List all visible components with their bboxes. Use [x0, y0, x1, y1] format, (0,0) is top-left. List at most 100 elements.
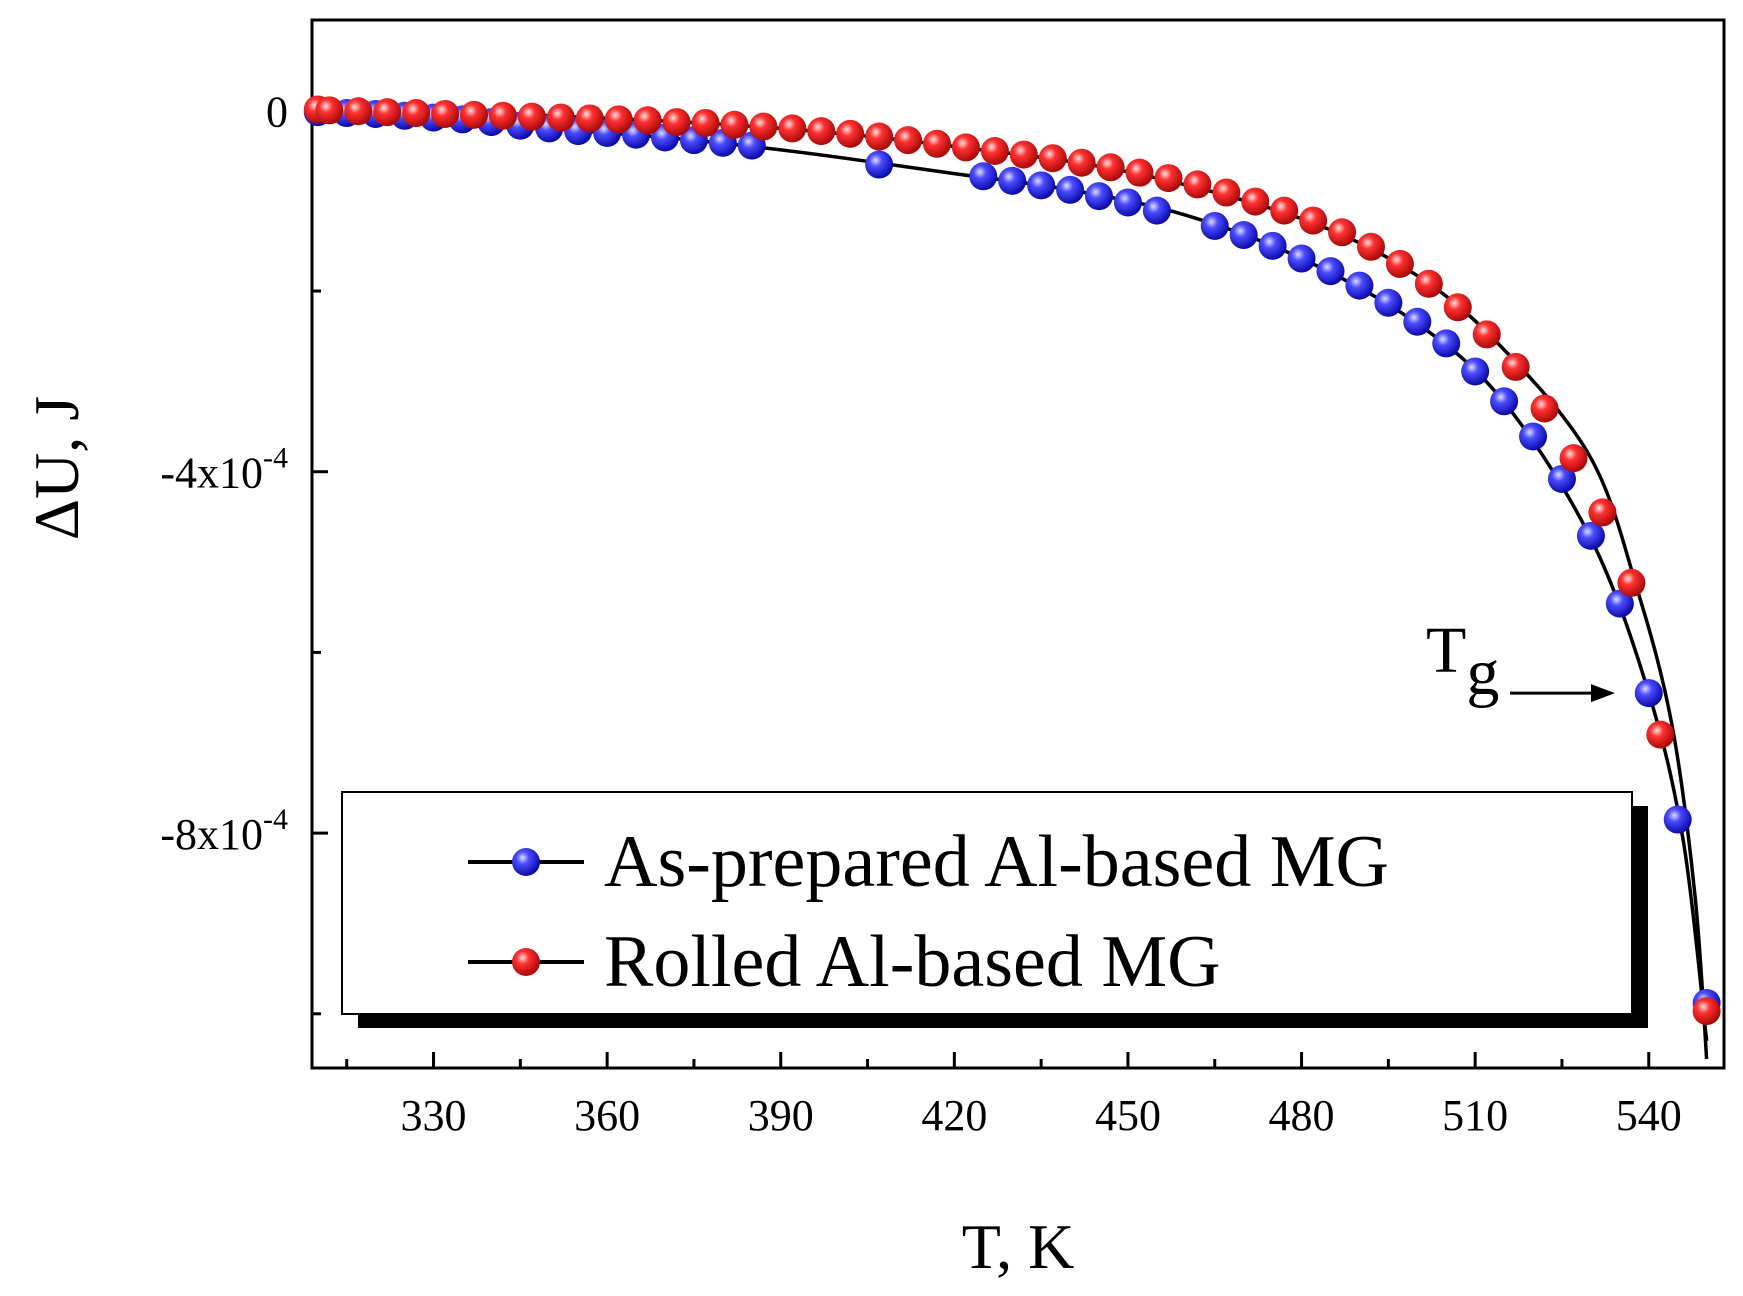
rolled-point: [1009, 140, 1038, 169]
legend-box: [341, 791, 1633, 1015]
rolled-point: [315, 96, 344, 125]
y-tick-label: -8x10-4: [160, 803, 288, 859]
as-prepared-point: [1229, 221, 1258, 250]
plot-frame: [310, 18, 1726, 1070]
rolled-point: [1559, 444, 1588, 473]
rolled-point: [1241, 187, 1270, 216]
legend-marker-1: [512, 848, 540, 876]
as-prepared-point: [1085, 182, 1114, 211]
tg-label-main: T: [1426, 614, 1466, 687]
rolled-point: [1212, 178, 1241, 207]
rolled-point: [1067, 148, 1096, 177]
as-prepared-point: [1432, 329, 1461, 358]
rolled-point: [865, 122, 894, 151]
tg-annotation: Tg: [1426, 614, 1615, 709]
rolled-point: [1183, 170, 1212, 199]
rolled-point: [1125, 158, 1154, 187]
rolled-point: [749, 112, 778, 141]
x-tick-label: 480: [1269, 1091, 1335, 1140]
rolled-point: [344, 97, 373, 126]
y-tick-label: -4x10-4: [160, 442, 288, 498]
rolled-point: [922, 129, 951, 158]
rolled-point: [1385, 249, 1414, 278]
legend-marker-2: [512, 948, 540, 976]
as-prepared-point: [1605, 589, 1634, 618]
x-tick-label: 510: [1442, 1091, 1508, 1140]
as-prepared-point: [1316, 257, 1345, 286]
legend-label-1: As-prepared Al-based MG: [604, 821, 1389, 903]
as-prepared-point: [1403, 307, 1432, 336]
y-tick-label-exponent: -4: [263, 442, 288, 475]
rolled-point: [894, 126, 923, 155]
rolled-point: [1443, 293, 1472, 322]
rolled-point: [836, 119, 865, 148]
rolled-point: [1646, 720, 1675, 749]
legend: As-prepared Al-based MG Rolled Al-based …: [341, 791, 1648, 1028]
rolled-point: [575, 104, 604, 133]
y-tick-labels: 0-4x10-4-8x10-4: [160, 87, 288, 859]
rolled-point: [1270, 196, 1299, 225]
x-axis-title: T, K: [962, 1211, 1075, 1282]
as-prepared-point: [865, 150, 894, 179]
as-prepared-point: [1056, 175, 1085, 204]
rolled-point: [1357, 232, 1385, 261]
rolled-point: [373, 98, 402, 127]
rolled-point: [662, 108, 691, 137]
rolled-point: [1414, 269, 1443, 298]
rolled-point: [517, 102, 546, 131]
rolled-point: [488, 101, 517, 130]
y-tick-label-exponent: -4: [263, 803, 288, 836]
as-prepared-point: [1547, 464, 1576, 493]
x-tick-label: 450: [1095, 1091, 1161, 1140]
as-prepared-point: [1200, 211, 1229, 240]
as-prepared-point: [1142, 196, 1171, 225]
rolled-point: [951, 133, 980, 162]
as-prepared-point: [1490, 387, 1519, 416]
rolled-point: [1096, 153, 1125, 182]
tg-label-sub: g: [1466, 636, 1499, 709]
rolled-point: [633, 106, 662, 135]
as-prepared-point: [1461, 357, 1490, 386]
rolled-point: [604, 105, 633, 134]
rolled-point: [720, 110, 749, 139]
rolled-point: [807, 117, 836, 146]
rolled-point: [1472, 320, 1501, 349]
y-tick-label-base: -4x10: [160, 449, 263, 498]
as-prepared-point: [1519, 422, 1548, 451]
legend-label-2: Rolled Al-based MG: [604, 921, 1221, 1003]
rolled-point: [980, 137, 1009, 165]
y-tick-label: 0: [266, 87, 288, 136]
rolled-point: [1154, 164, 1183, 193]
rolled-point: [778, 114, 807, 143]
x-tick-label: 330: [401, 1091, 467, 1140]
as-prepared-point: [998, 166, 1027, 195]
as-prepared-point: [1258, 231, 1287, 260]
x-tick-labels: 330 360 390 420 450 480 510 540: [401, 1091, 1682, 1140]
rolled-point: [1501, 352, 1530, 381]
rolled-point: [691, 108, 720, 137]
tg-arrow-head: [1590, 684, 1615, 703]
rolled-point: [460, 100, 489, 129]
as-prepared-point: [1287, 244, 1316, 273]
x-tick-label: 390: [748, 1091, 814, 1140]
as-prepared-point: [1663, 805, 1692, 834]
as-prepared-point: [1027, 171, 1056, 200]
rolled-point: [1038, 144, 1067, 173]
rolled-point: [1530, 394, 1559, 423]
x-tick-label: 420: [921, 1091, 987, 1140]
rolled-point: [1299, 206, 1328, 235]
x-tick-label: 360: [574, 1091, 640, 1140]
y-tick-label-base: 0: [266, 87, 288, 136]
as-prepared-point: [1345, 271, 1374, 300]
data-points: [303, 95, 1721, 1026]
x-tick-label: 540: [1616, 1091, 1682, 1140]
as-prepared-point: [1634, 679, 1663, 708]
as-prepared-point: [1113, 188, 1142, 217]
rolled-point: [1617, 568, 1646, 597]
y-axis-title: ΔU, J: [21, 396, 92, 540]
rolled-point: [546, 103, 575, 132]
rolled-point: [1692, 997, 1721, 1026]
as-prepared-point: [969, 162, 998, 191]
axis-ticks: [312, 108, 1651, 1068]
